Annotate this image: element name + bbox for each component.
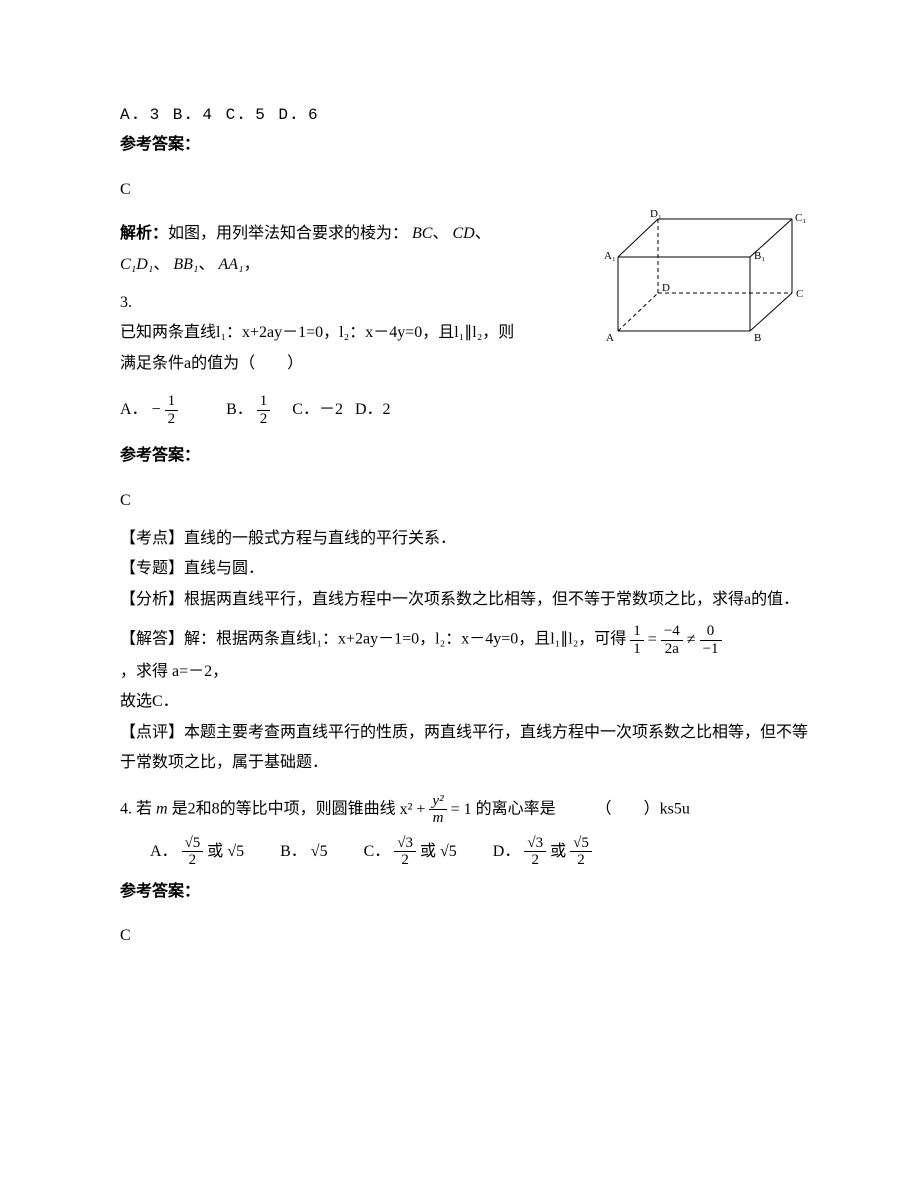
svg-text:D: D <box>662 282 670 294</box>
edge-aa1: AA₁ <box>219 256 244 273</box>
svg-text:A₁: A₁ <box>604 250 616 262</box>
q4-m: m <box>156 800 168 817</box>
svg-text:A: A <box>606 332 614 344</box>
q2-ref-label: 参考答案： <box>120 130 810 160</box>
q3-jieda-line3: 故选C． <box>120 687 810 717</box>
q3-opt-b-label: B． <box>226 401 253 418</box>
ratio-f1: 11 <box>630 623 644 657</box>
q3-jieda: 【解答】解：根据两条直线l₁：x+2ay－1=0，l₂：x－4y=0，且l₁∥l… <box>120 623 810 657</box>
q4-y2-over-m: y² m <box>429 793 446 827</box>
q4-opt-d-frac1: √32 <box>524 835 546 869</box>
edge-c1d1: C₁D₁ <box>120 256 153 273</box>
q3-opt-b-frac: 1 2 <box>257 393 271 427</box>
edge-cd: CD <box>453 225 475 242</box>
q4-opt-d-frac2: √52 <box>570 835 592 869</box>
svg-text:D₁: D₁ <box>650 209 662 220</box>
svg-text:B₁: B₁ <box>754 250 765 262</box>
q3-kaodian: 【考点】直线的一般式方程与直线的平行关系． <box>120 524 810 554</box>
q3-fenxi: 【分析】根据两直线平行，直线方程中一次项系数之比相等，但不等于常数项之比，求得a… <box>120 585 810 615</box>
q2-answer: C <box>120 175 810 205</box>
ratio-f2: −42a <box>661 623 683 657</box>
q3-options: A． − 1 2 B． 1 2 C．－2 D．2 <box>120 393 810 427</box>
q3-ref-label: 参考答案： <box>120 441 810 471</box>
q3-opt-c: C．－2 <box>292 401 343 418</box>
svg-text:B: B <box>754 332 761 344</box>
q3-dianping: 【点评】本题主要考查两直线平行的性质，两直线平行，直线方程中一次项系数之比相等，… <box>120 718 810 779</box>
q4-opt-a-frac: √52 <box>182 835 204 869</box>
svg-text:C₁: C₁ <box>795 212 806 224</box>
q4-opt-c-frac: √32 <box>394 835 416 869</box>
q3-jieda-prefix: 【解答】解：根据两条直线l₁：x+2ay－1=0，l₂：x－4y=0，且l₁∥l… <box>120 631 626 648</box>
q3-opt-a-frac: 1 2 <box>165 393 179 427</box>
q3-zhuanti: 【专题】直线与圆． <box>120 554 810 584</box>
edge-bb1: BB₁ <box>173 256 198 273</box>
edge-bc: BC <box>412 225 432 242</box>
q4-options: A． √52 或 √5 B． √5 C． √32 或 √5 D． √32 或 √… <box>120 835 810 869</box>
q3-answer: C <box>120 486 810 516</box>
svg-text:C: C <box>796 288 803 300</box>
q3-opt-d: D．2 <box>355 401 391 418</box>
q2-expl-body: 如图，用列举法知合要求的棱为： <box>168 225 408 242</box>
q3-opt-a-label: A． <box>120 401 148 418</box>
cuboid-figure: D₁ C₁ A₁ B₁ D C A B <box>600 209 810 360</box>
q3-jieda-line2: ，求得 a=－2， <box>120 657 810 687</box>
q4-answer: C <box>120 921 810 951</box>
q4-ref-label: 参考答案： <box>120 877 810 907</box>
q2-expl-prefix: 解析： <box>120 225 168 242</box>
ratio-f3: 0−1 <box>700 623 722 657</box>
q4-stem: 4. 若 m 是2和8的等比中项，则圆锥曲线 x² + y² m = 1 的离心… <box>120 793 810 827</box>
q2-options: A．3 B．4 C．5 D．6 <box>120 100 810 130</box>
